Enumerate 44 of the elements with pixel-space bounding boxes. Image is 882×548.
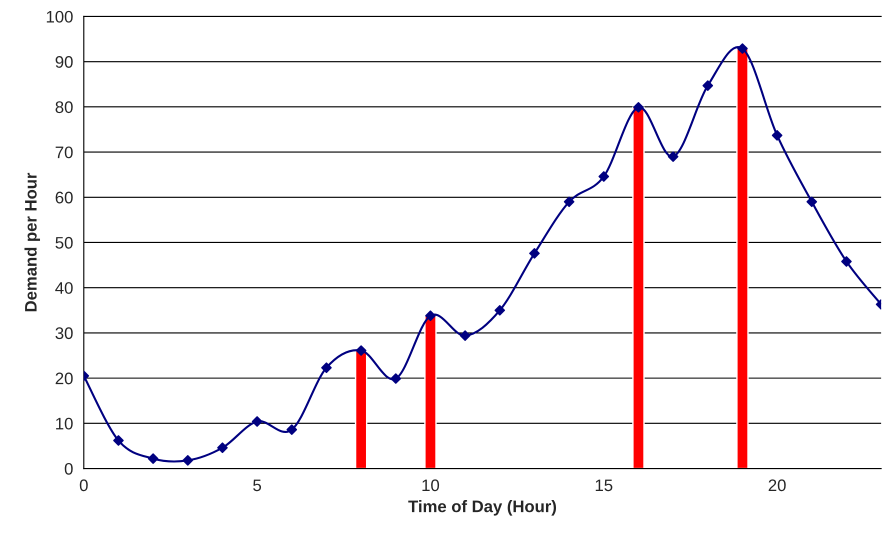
point (148, 453, 158, 464)
point (737, 43, 748, 54)
point (217, 442, 228, 454)
x-tick-label: 10 (422, 479, 440, 492)
point (564, 196, 574, 208)
point (598, 171, 610, 182)
point (841, 256, 852, 267)
y-tick-label: 10 (56, 418, 73, 430)
y-tick-label: 90 (56, 56, 73, 68)
point (356, 345, 366, 356)
y-tick-label: 60 (56, 192, 73, 204)
y-tick-label: 30 (55, 327, 73, 340)
y-tick-label: 70 (56, 146, 73, 158)
point (772, 130, 782, 141)
point (668, 151, 678, 162)
point (494, 305, 506, 316)
bar (736, 48, 749, 469)
x-axis-title: Time of Day (Hour) (408, 500, 556, 516)
point (286, 424, 298, 435)
point (425, 310, 436, 322)
x-tick-label: 5 (253, 480, 262, 492)
x-tick-label: 15 (596, 480, 612, 492)
bar (424, 315, 437, 469)
point (633, 102, 644, 113)
bar (632, 106, 645, 469)
y-tick-label: 100 (46, 10, 73, 23)
point (182, 455, 194, 466)
point (390, 373, 402, 384)
y-tick-label: 0 (64, 462, 73, 475)
y-tick-label: 20 (56, 372, 73, 384)
y-axis-title: Demand per Hour (24, 172, 40, 312)
point (321, 362, 332, 374)
y-tick-label: 80 (56, 101, 73, 114)
point (113, 435, 124, 446)
bar (354, 350, 368, 469)
x-tick-label: 0 (80, 479, 88, 492)
point (806, 196, 818, 208)
point (460, 330, 470, 341)
x-tick-label: 20 (768, 479, 786, 492)
y-tick-label: 40 (55, 282, 73, 294)
y-tick-label: 50 (56, 236, 73, 249)
point (252, 416, 262, 427)
point (702, 80, 714, 91)
point (529, 248, 540, 259)
